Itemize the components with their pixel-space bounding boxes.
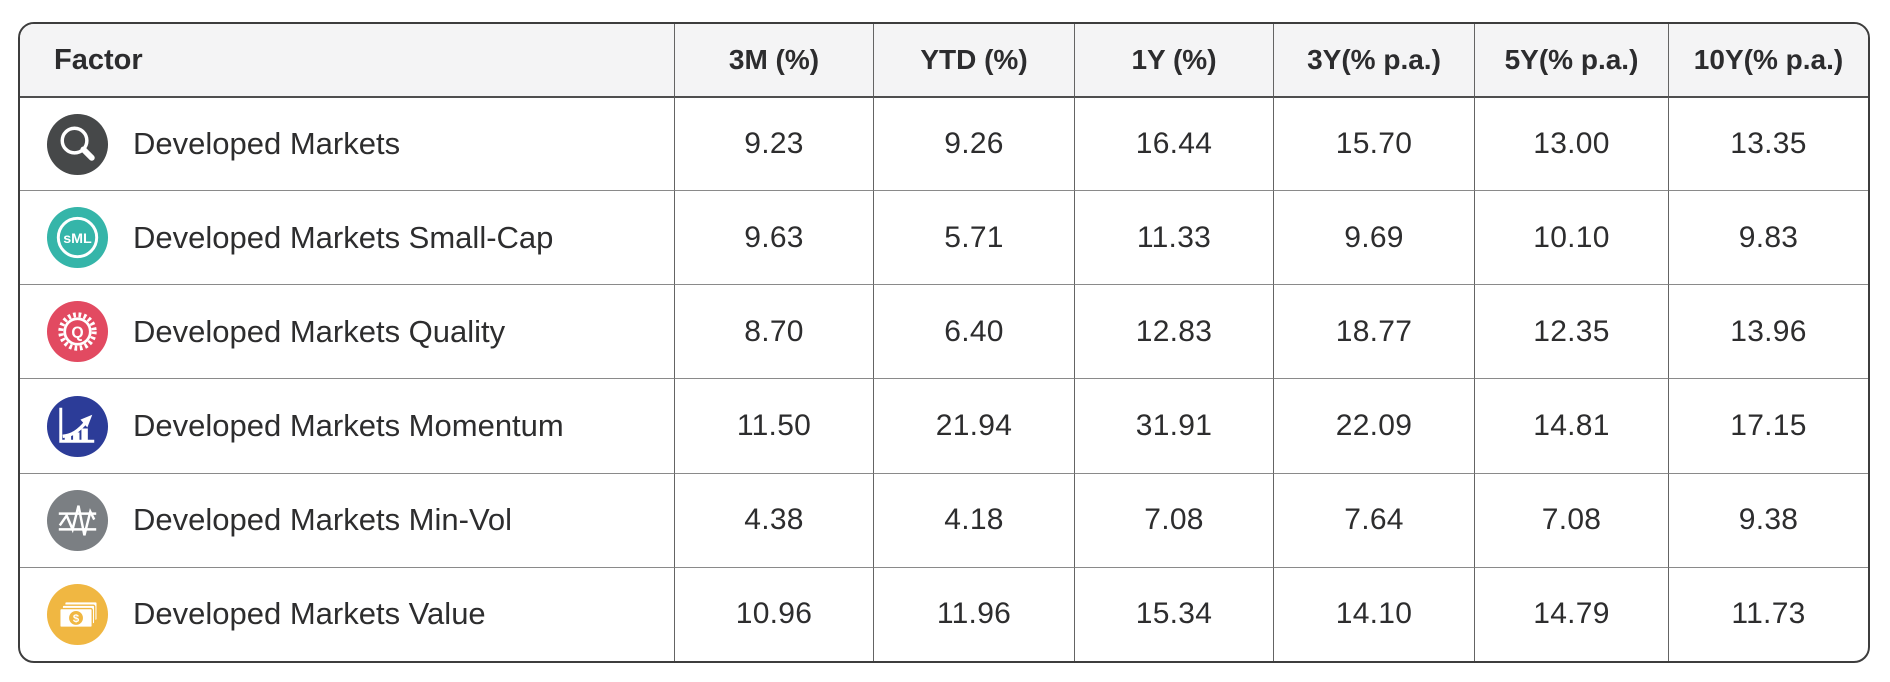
factor-label: Developed Markets [133, 126, 401, 162]
value-cell: 21.94 [873, 378, 1074, 473]
value-cell: 12.35 [1474, 284, 1668, 379]
value-cell: 17.15 [1668, 378, 1868, 473]
value-cell: 9.26 [873, 96, 1074, 191]
value-cell: 10.10 [1474, 190, 1668, 285]
value-cell: 8.70 [674, 284, 873, 379]
value-cell: 11.73 [1668, 566, 1868, 661]
table-row-developed-markets: Developed Markets [20, 96, 674, 190]
value-cell: 22.09 [1273, 378, 1474, 473]
value-cell: 11.50 [674, 378, 873, 473]
factor-label: Developed Markets Quality [133, 313, 506, 349]
table-row-small-cap: sML Developed Markets Small-Cap [20, 190, 674, 284]
small-cap-badge-text: sML [63, 231, 92, 247]
value-cell: 15.70 [1273, 96, 1474, 191]
value-cell: 11.96 [873, 566, 1074, 661]
value-cell: 14.79 [1474, 566, 1668, 661]
value-cell: 14.81 [1474, 378, 1668, 473]
factor-label: Developed Markets Value [133, 596, 486, 632]
table-row-momentum: Developed Markets Momentum [20, 378, 674, 472]
value-cell: 4.38 [674, 472, 873, 567]
value-cell: 15.34 [1074, 566, 1273, 661]
value-money-icon: $ [46, 583, 109, 645]
value-cell: 9.83 [1668, 190, 1868, 285]
small-cap-icon: sML [46, 207, 109, 269]
value-cell: 7.64 [1273, 472, 1474, 567]
value-cell: 16.44 [1074, 96, 1273, 191]
min-vol-icon [46, 489, 109, 551]
value-cell: 6.40 [873, 284, 1074, 379]
column-header-5y: 5Y(% p.a.) [1474, 24, 1668, 96]
value-cell: 14.10 [1273, 566, 1474, 661]
value-cell: 31.91 [1074, 378, 1273, 473]
factor-performance-table: Factor 3M (%) YTD (%) 1Y (%) 3Y(% p.a.) … [18, 22, 1870, 663]
table-row-min-vol: Developed Markets Min-Vol [20, 472, 674, 567]
factor-label: Developed Markets Small-Cap [133, 219, 554, 255]
column-header-10y: 10Y(% p.a.) [1668, 24, 1868, 96]
value-cell: 13.35 [1668, 96, 1868, 191]
value-cell: 5.71 [873, 190, 1074, 285]
value-cell: 13.00 [1474, 96, 1668, 191]
value-cell: 12.83 [1074, 284, 1273, 379]
factor-label: Developed Markets Min-Vol [133, 502, 513, 538]
value-cell: 18.77 [1273, 284, 1474, 379]
value-cell: 9.23 [674, 96, 873, 191]
quality-badge-text: Q [71, 325, 83, 342]
value-cell: 10.96 [674, 566, 873, 661]
factor-label: Developed Markets Momentum [133, 408, 564, 444]
table-row-value: $ Developed Markets Value [20, 566, 674, 661]
column-header-1y: 1Y (%) [1074, 24, 1273, 96]
value-cell: 9.38 [1668, 472, 1868, 567]
dollar-badge-text: $ [73, 613, 80, 625]
column-header-ytd: YTD (%) [873, 24, 1074, 96]
value-cell: 9.63 [674, 190, 873, 285]
value-cell: 7.08 [1074, 472, 1273, 567]
value-cell: 9.69 [1273, 190, 1474, 285]
column-header-factor: Factor [20, 24, 674, 96]
table-row-quality: Q Developed Markets Quality [20, 284, 674, 378]
value-cell: 4.18 [873, 472, 1074, 567]
momentum-chart-icon [46, 395, 109, 457]
value-cell: 13.96 [1668, 284, 1868, 379]
column-header-3y: 3Y(% p.a.) [1273, 24, 1474, 96]
value-cell: 7.08 [1474, 472, 1668, 567]
quality-badge-icon: Q [46, 301, 109, 363]
column-header-3m: 3M (%) [674, 24, 873, 96]
search-icon [46, 113, 109, 175]
value-cell: 11.33 [1074, 190, 1273, 285]
